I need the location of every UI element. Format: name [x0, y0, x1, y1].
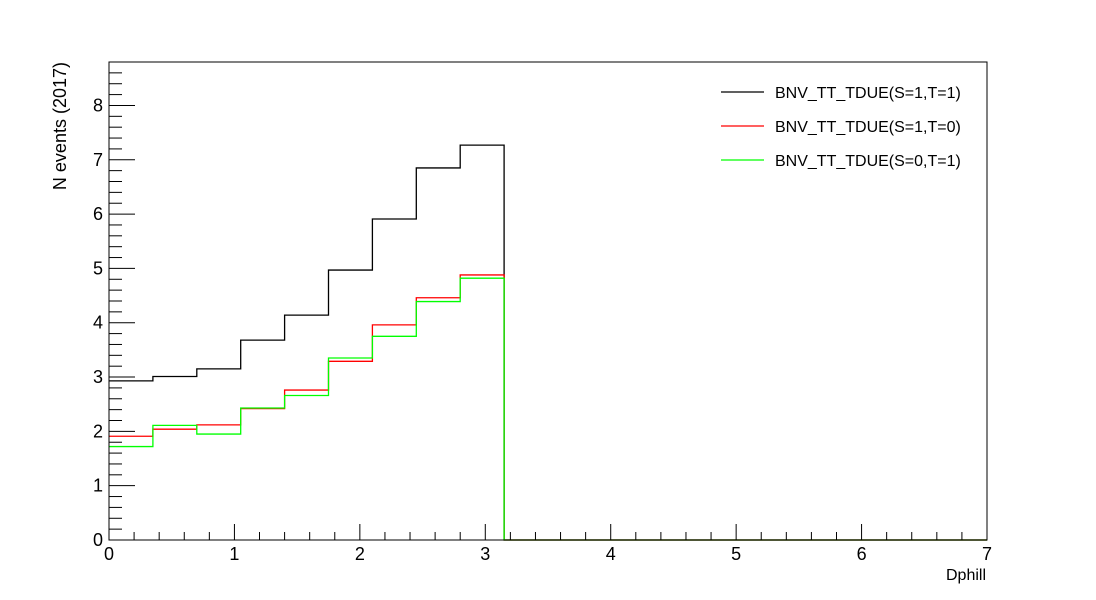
- legend-label-2: BNV_TT_TDUE(S=1,T=0): [775, 119, 961, 136]
- x-tick-label: 0: [104, 544, 114, 564]
- x-tick-label: 5: [731, 544, 741, 564]
- y-tick-label: 0: [93, 530, 103, 550]
- x-axis-label: Dphill: [946, 567, 986, 584]
- x-tick-label: 2: [355, 544, 365, 564]
- legend-label-3: BNV_TT_TDUE(S=0,T=1): [775, 153, 961, 170]
- x-tick-label: 3: [480, 544, 490, 564]
- y-tick-label: 5: [93, 258, 103, 278]
- y-tick-label: 4: [93, 313, 103, 333]
- x-tick-label: 7: [982, 544, 992, 564]
- x-axis: 0 1 2 3 4 5 6 7: [104, 524, 992, 564]
- y-tick-label: 6: [93, 204, 103, 224]
- x-tick-label: 4: [606, 544, 616, 564]
- y-axis-label: N events (2017): [50, 62, 70, 190]
- y-tick-label: 2: [93, 421, 103, 441]
- y-axis: 0 1 2 3 4 5 6 7 8: [93, 61, 135, 550]
- y-tick-label: 7: [93, 150, 103, 170]
- x-tick-label: 6: [857, 544, 867, 564]
- x-tick-label: 1: [229, 544, 239, 564]
- y-tick-label: 8: [93, 95, 103, 115]
- legend: BNV_TT_TDUE(S=1,T=1) BNV_TT_TDUE(S=1,T=0)…: [721, 85, 961, 170]
- y-tick-label: 1: [93, 476, 103, 496]
- y-tick-label: 3: [93, 367, 103, 387]
- legend-label-1: BNV_TT_TDUE(S=1,T=1): [775, 85, 961, 102]
